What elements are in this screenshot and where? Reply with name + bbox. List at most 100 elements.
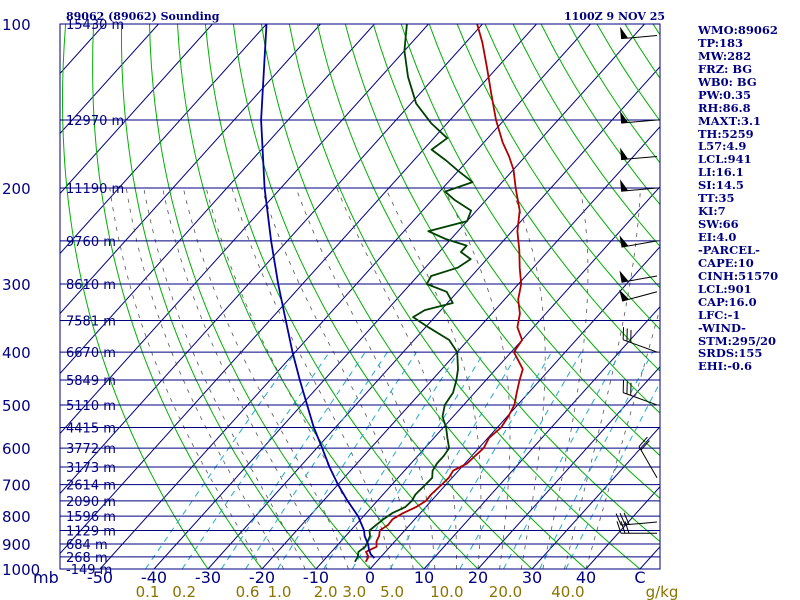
height-labels: 15430 m 12970 m 11190 m 9760 m 8610 m 7581 m 6… [66,18,124,578]
wind-barb-staff [621,119,658,124]
temperature-tick-label: 30 [522,568,542,587]
dewpoint-profile [354,24,474,563]
height-label: 12970 m [66,114,124,129]
pressure-tick-label: 700 [2,477,31,495]
wind-barb-pennant [619,235,629,248]
wind-barb-staff [623,392,658,406]
wind-barb [620,111,658,124]
sounding-index-item: TT:35 [698,191,735,206]
height-label: 1596 m [66,510,116,525]
height-label: 15430 m [66,18,124,33]
mixing-ratio-labels: 0.1 0.2 0.6 1.0 2.0 3.0 5.0 10.0 20.0 40.0 g/kg [136,583,679,600]
height-label: 4415 m [66,421,116,436]
wind-barb [622,327,658,353]
height-label: 1129 m [66,525,116,540]
wind-barb [619,270,658,283]
pressure-tick-label: 400 [2,344,31,362]
wind-barb-staff [621,240,658,248]
isotherm-line [60,24,267,255]
height-label: 3173 m [66,461,116,476]
sounding-index-item: RH:86.8 [698,100,751,115]
isotherm-line [60,24,429,435]
sounding-index-item: -PARCEL- [698,242,760,257]
sounding-index-item: LI:16.1 [698,165,744,180]
height-label: 684 m [66,538,108,553]
sounding-index-item: WMO:89062 [698,23,778,37]
moist-adiabat-line [143,188,306,569]
isotherm-line [315,186,660,569]
wind-barb-flag [615,513,622,526]
wind-barbs [615,26,658,534]
sounding-index-item: FRZ: BG [698,61,753,76]
sounding-index-item: TP:183 [698,35,744,50]
isotherm-line [207,66,660,569]
isobars [60,23,660,570]
mixing-ratio-label: 0.1 [136,583,160,600]
pressure-tick-label: 900 [2,536,31,554]
dry-adiabat-line [149,24,371,569]
temperature-tick-label: -20 [249,568,275,587]
mixing-ratio-line [145,351,297,569]
wind-barb [619,289,658,302]
isotherm-line [60,24,321,315]
mixing-ratio-label: 2.0 [314,583,338,600]
isotherm-line [423,306,660,569]
isotherm-line [60,24,483,495]
mixing-ratio-label: 1.0 [268,583,292,600]
isotherm-line [477,366,660,569]
height-label: 8610 m [66,278,116,293]
sounding-indices-panel: WMO:89062 TP:183 MW:282 FRZ: BG WB0: BG PW:0.… [698,24,798,373]
temperature-tick-label: C [634,568,645,587]
wind-barb-staff [621,521,658,526]
sounding-index-item: EHI:-0.6 [698,359,753,374]
height-label: 2614 m [66,479,116,494]
sounding-index-item: TH:5259 [698,126,754,141]
mixing-ratio-line [539,351,654,569]
wind-barb-pennant [619,289,629,302]
temperature-axis-labels: mb -50 -40 -30 -20 -10 0 10 20 30 40 C [33,568,646,587]
wind-barb-staff [621,35,658,40]
wind-barb [620,26,658,40]
mixing-ratio-label: 0.2 [172,583,196,600]
height-label: 268 m [66,551,108,566]
sounding-index-item: PW:0.35 [698,87,752,102]
isotherm-line [261,126,660,569]
temperature-tick-label: -40 [141,568,167,587]
sounding-index-item: WB0: BG [698,74,757,89]
isotherm-line [60,24,159,135]
wind-barb-staff [621,187,658,192]
sounding-index-item: LCL:941 [698,152,752,167]
wind-barb [619,235,658,248]
wind-barb-staff [621,275,658,283]
temperature-profile [364,24,524,563]
moist-adiabat-line [162,188,328,569]
wind-barb-flag [624,521,630,534]
pressure-tick-label: 200 [2,180,31,198]
height-label: 9760 m [66,235,116,250]
mixing-ratio-label: 40.0 [551,583,584,600]
isotherm-line [60,24,537,555]
chart-datetime: 1100Z 9 NOV 25 [564,10,665,23]
mixing-ratio-label: g/kg [646,583,679,600]
temperature-tick-label: -50 [87,568,113,587]
mixing-ratio-label: 3.0 [342,583,366,600]
temperature-tick-label: 20 [468,568,488,587]
pressure-tick-label: 100 [2,16,31,34]
sounding-index-item: SW:66 [698,217,739,232]
wind-barb [616,521,657,534]
height-label: 7581 m [66,315,116,330]
height-label: 6670 m [66,346,116,361]
mixing-ratio-line [245,351,388,569]
sounding-index-item: SI:14.5 [698,178,744,193]
isotherm-line [60,24,213,195]
wind-barb [620,147,658,161]
temperature-tick-label: 10 [414,568,434,587]
moist-adiabat-line [510,187,546,569]
parcel-profile [260,24,376,559]
height-label: 3772 m [66,442,116,457]
pressure-tick-label: 800 [2,508,31,526]
wind-barb-flag [616,521,622,534]
sounding-index-item: MW:282 [698,48,752,63]
plot-frame [59,23,661,570]
